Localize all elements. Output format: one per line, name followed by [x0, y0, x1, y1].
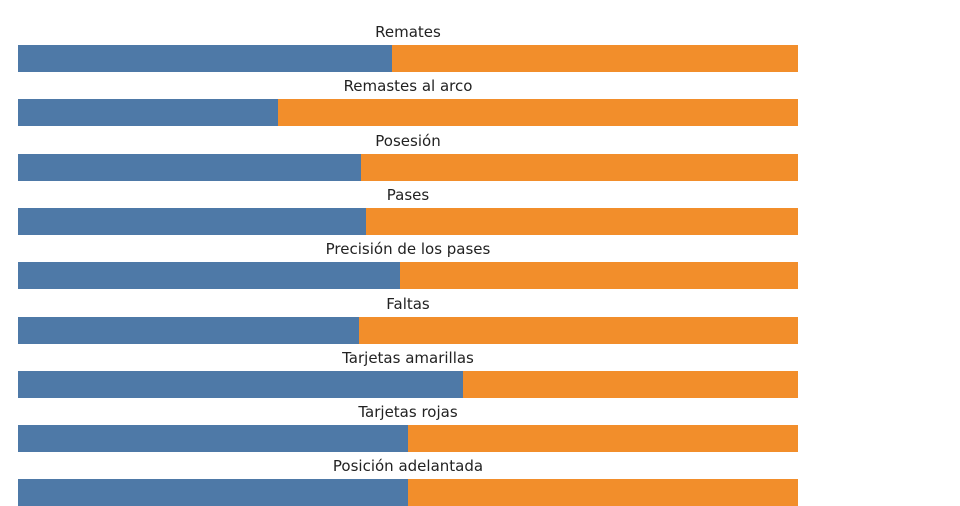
category-label: Remastes al arco: [343, 77, 473, 96]
bar-segment-home: [18, 99, 278, 127]
bar-segment-away: [392, 45, 798, 72]
bar-row: [18, 262, 798, 290]
bar-segment-away: [408, 425, 798, 453]
bar-row: [18, 99, 798, 127]
category-label: Tarjetas rojas: [358, 403, 458, 422]
bar-row: [18, 316, 798, 344]
category-label: Posesión: [375, 131, 441, 150]
bar-segment-home: [18, 316, 360, 344]
bar-segment-away: [408, 479, 798, 506]
bar-row: [18, 45, 798, 72]
bar-row: [18, 207, 798, 235]
bar-segment-home: [18, 153, 362, 181]
category-label: Posición adelantada: [332, 457, 484, 476]
bar-segment-away: [359, 316, 798, 344]
bar-row: [18, 153, 798, 181]
bar-segment-home: [18, 370, 464, 398]
bar-segment-home: [18, 45, 393, 72]
bar-segment-away: [277, 99, 798, 127]
bar-segment-away: [361, 153, 798, 181]
bar-segment-home: [18, 262, 401, 290]
category-label: Pases: [386, 185, 430, 204]
bar-segment-away: [365, 207, 798, 235]
bar-segment-away: [463, 370, 798, 398]
bar-row: [18, 479, 798, 506]
bar-row: [18, 370, 798, 398]
bar-segment-home: [18, 479, 408, 506]
bar-row: [18, 425, 798, 453]
bar-segment-home: [18, 207, 366, 235]
bar-segment-home: [18, 425, 408, 453]
category-label: Tarjetas amarillas: [342, 348, 474, 367]
category-label: Precisión de los pases: [325, 240, 491, 259]
category-label: Remates: [375, 23, 441, 41]
category-label: Faltas: [386, 294, 430, 313]
bar-segment-away: [400, 262, 798, 290]
